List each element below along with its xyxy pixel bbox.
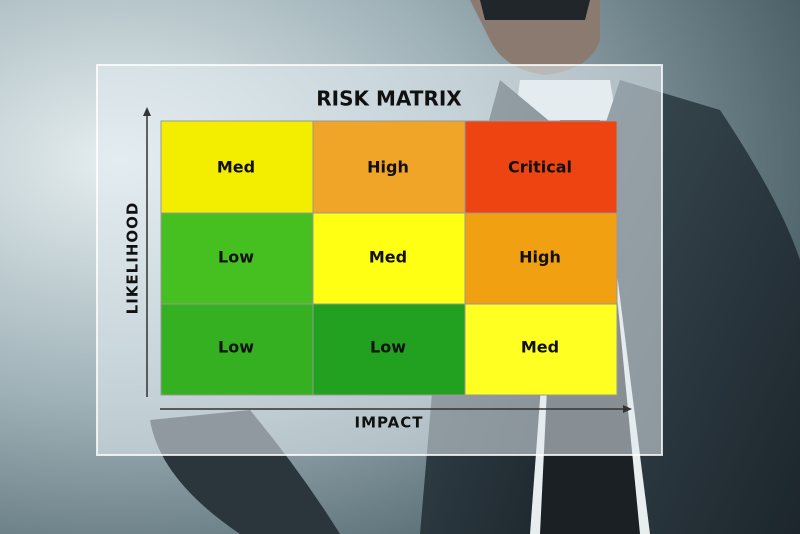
cell: [160, 303, 314, 396]
cell: [312, 212, 466, 305]
cell-label: Med: [369, 248, 407, 267]
cell-label: Low: [218, 338, 254, 357]
y-arrow: [143, 107, 151, 116]
x-arrow: [623, 405, 632, 413]
cell-label: Critical: [508, 158, 572, 177]
matrix: Med High Critical Low Med High Low Low M…: [160, 120, 618, 396]
cell: [160, 120, 314, 214]
cell-label: High: [367, 158, 409, 177]
cell: [464, 303, 618, 396]
title: RISK MATRIX: [316, 87, 462, 111]
cell: [312, 303, 466, 396]
cell-label: Med: [217, 158, 255, 177]
y-axis-label: LIKELIHOOD: [124, 202, 142, 315]
glasses: [480, 0, 590, 20]
cell: [160, 212, 314, 305]
cell-label: Low: [370, 338, 406, 357]
cell-label: Low: [218, 248, 254, 267]
x-axis-label: IMPACT: [355, 414, 424, 432]
cell-label: Med: [521, 338, 559, 357]
cell-label: High: [519, 248, 561, 267]
cell: [464, 212, 618, 305]
